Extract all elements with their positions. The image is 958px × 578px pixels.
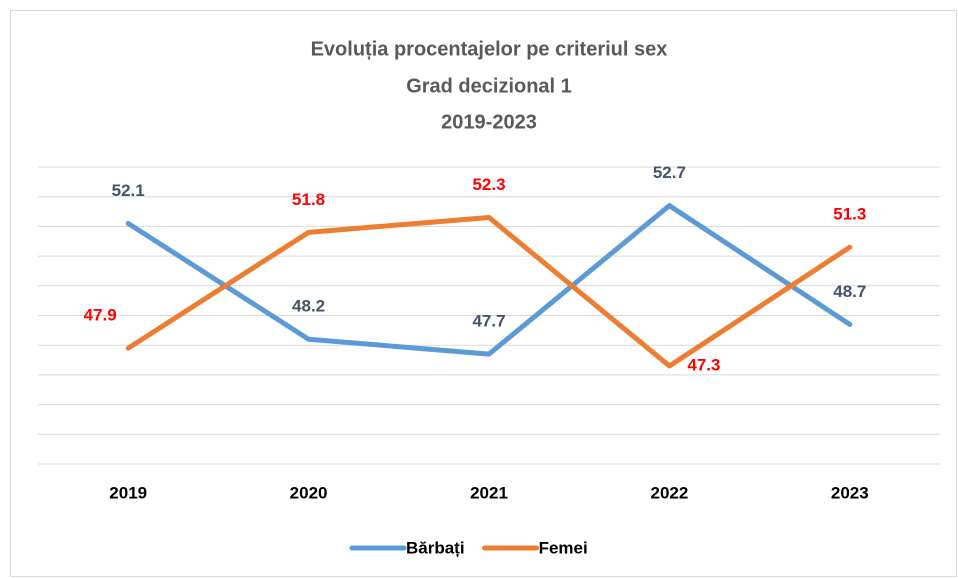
data-label: 48.7 (833, 282, 866, 301)
series-line (125, 203, 853, 357)
data-label: 47.7 (472, 312, 505, 331)
data-label: 47.3 (687, 355, 720, 374)
data-label: 51.8 (292, 190, 325, 209)
x-tick-label: 2020 (290, 483, 328, 502)
chart-title: 2019-2023 (441, 111, 537, 133)
data-label: 52.7 (653, 163, 686, 182)
chart-title: Grad decizional 1 (406, 75, 572, 97)
data-label: 52.1 (112, 181, 145, 200)
x-tick-label: 2019 (109, 483, 147, 502)
legend-label: Bărbați (406, 538, 465, 557)
chart-title: Evoluția procentajelor pe criteriul sex (311, 38, 668, 60)
x-tick-label: 2021 (470, 483, 508, 502)
data-label: 51.3 (833, 205, 866, 224)
series-line (125, 214, 853, 369)
data-label: 48.2 (292, 297, 325, 316)
legend-label: Femei (539, 538, 588, 557)
x-tick-label: 2022 (650, 483, 688, 502)
data-label: 47.9 (84, 306, 117, 325)
x-tick-label: 2023 (831, 483, 869, 502)
data-label: 52.3 (472, 175, 505, 194)
